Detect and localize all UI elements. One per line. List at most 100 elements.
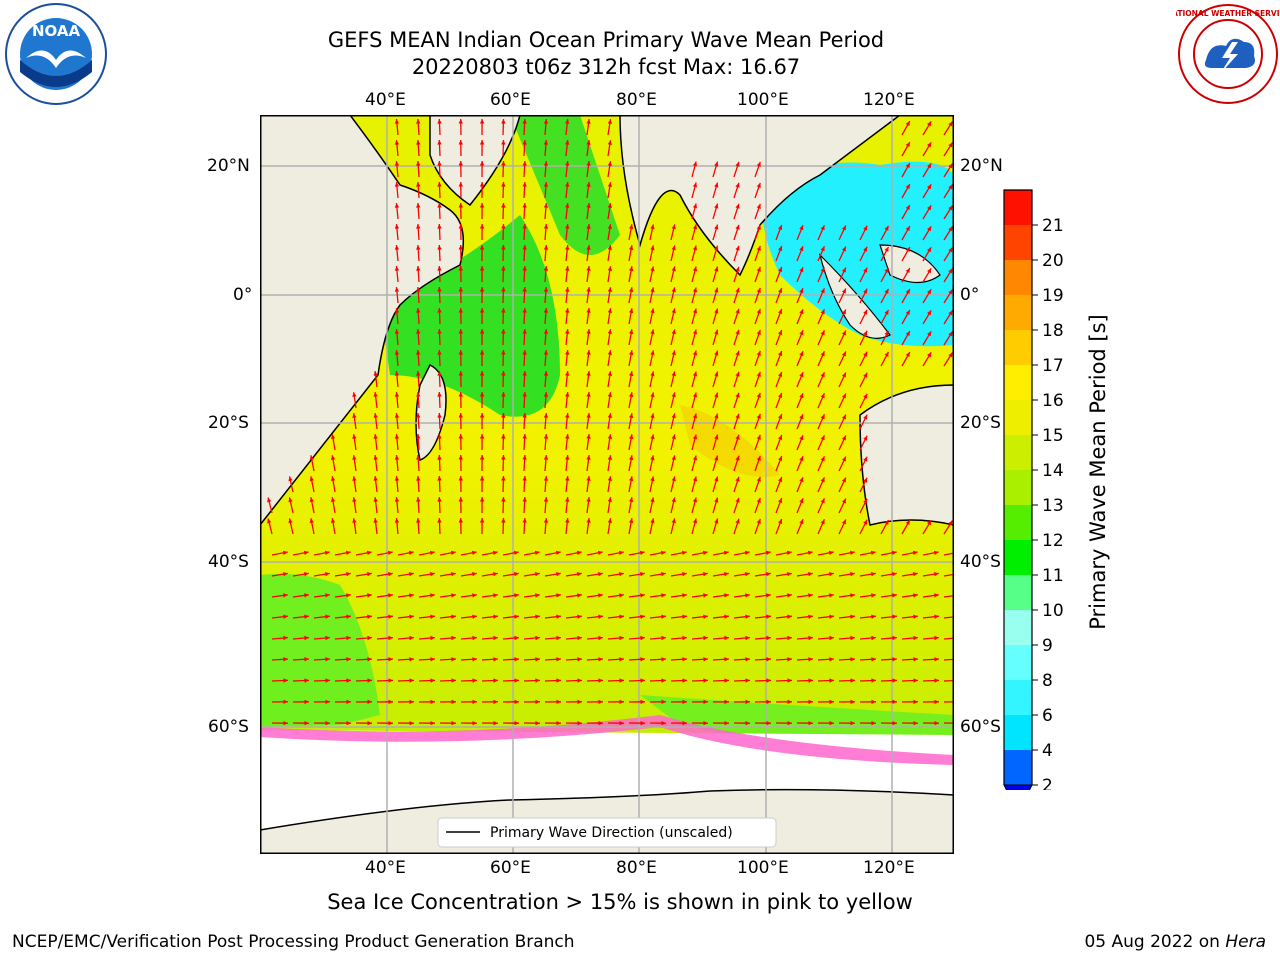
wave-arrow-head — [671, 287, 676, 293]
wave-arrow-head — [629, 350, 634, 356]
map-frame — [260, 115, 954, 854]
wave-arrow-head — [799, 393, 804, 399]
colorbar-label: Primary Wave Mean Period [s] — [1086, 314, 1110, 630]
wave-arrow-head — [639, 550, 645, 555]
wave-arrow-head — [735, 182, 740, 188]
wave-arrow-head — [629, 455, 634, 461]
wave-arrow-head — [458, 413, 463, 418]
wave-arrow-head — [577, 572, 582, 577]
wave-arrow-head — [934, 699, 939, 704]
wave-arrow-head — [458, 287, 463, 292]
wave-arrow-head — [787, 699, 792, 704]
wave-arrow-head — [682, 657, 687, 662]
wave-arrow-head — [766, 614, 771, 619]
wave-arrow-head — [756, 224, 761, 230]
wave-arrow-head — [501, 413, 506, 418]
colorbar-block — [1004, 435, 1032, 470]
wave-arrow-head — [555, 550, 561, 555]
wave-arrow-head — [927, 247, 932, 253]
green-swell-sw — [260, 573, 380, 727]
wave-arrow-head — [345, 550, 351, 555]
wave-arrow-head — [437, 119, 442, 124]
wave-arrow-head — [671, 308, 676, 314]
wave-arrow-head — [304, 572, 309, 577]
wave-arrow-head — [661, 678, 666, 683]
wave-arrow-head — [430, 635, 435, 641]
sea-ice-fringe — [260, 715, 954, 765]
wave-arrow-head — [948, 142, 953, 148]
wave-arrow-head — [598, 657, 603, 662]
wave-arrow-head — [416, 224, 421, 229]
wave-arrow-head — [309, 497, 314, 503]
wave-arrow-head — [671, 224, 676, 230]
nws-logo-text: NATIONAL WEATHER SERVICE — [1176, 9, 1280, 18]
wave-arrow-head — [756, 308, 761, 314]
wave-arrow-head — [671, 518, 676, 524]
wave-arrow-head — [692, 245, 698, 251]
wave-arrow-head — [629, 329, 634, 335]
wave-arrow-head — [501, 308, 506, 313]
wave-arrow-head — [522, 182, 527, 187]
wave-arrow-head — [799, 288, 804, 294]
wave-arrow-head — [586, 308, 591, 313]
wave-arrow-head — [501, 266, 506, 271]
wave-arrow-head — [535, 635, 540, 641]
wave-arrow-head — [850, 614, 855, 619]
wave-arrow-head — [565, 434, 570, 439]
wave-arrow-head — [863, 372, 868, 378]
wave-arrow-head — [458, 308, 463, 313]
wave-arrow-head — [394, 434, 400, 439]
wave-arrow-head — [598, 572, 603, 577]
wave-arrow-head — [501, 497, 506, 502]
green-swell-arabian — [380, 215, 560, 417]
wave-arrow-head — [692, 266, 698, 272]
wave-arrow-head — [352, 413, 357, 418]
wave-arrow-head — [714, 518, 719, 524]
wave-arrow-head — [556, 635, 561, 641]
wave-arrow-head — [682, 593, 687, 598]
wave-arrow-head — [501, 203, 506, 208]
wave-arrow-head — [841, 456, 846, 462]
wave-arrow-head — [841, 351, 846, 357]
wave-arrow-head — [714, 287, 719, 293]
wave-arrow-head — [586, 224, 591, 229]
lon-tick-bottom: 80°E — [616, 858, 657, 878]
wave-arrow-head — [607, 182, 612, 187]
wave-arrow-head — [640, 699, 645, 704]
wave-arrow-head — [735, 266, 740, 272]
wave-arrow-head — [450, 550, 456, 555]
wave-arrow-head — [692, 350, 698, 356]
wave-arrow-head — [766, 593, 771, 598]
wave-arrow-head — [640, 635, 645, 641]
wave-arrow-head — [724, 635, 729, 641]
wave-arrow-head — [871, 572, 876, 577]
wave-arrow-head — [522, 245, 527, 250]
wave-arrow-head — [586, 182, 591, 187]
wave-arrow-head — [756, 203, 761, 209]
wave-arrow-head — [629, 224, 634, 230]
wave-arrow-head — [841, 477, 846, 483]
wave-arrow-head — [514, 657, 519, 662]
wave-arrow-head — [543, 161, 549, 166]
wave-arrow-head — [346, 614, 351, 619]
wave-arrow-head — [288, 518, 293, 524]
wave-arrow-head — [479, 329, 485, 334]
wave-arrow-head — [640, 614, 645, 619]
wave-arrow-head — [905, 226, 910, 231]
wave-arrow-head — [586, 203, 591, 208]
wave-arrow-head — [325, 593, 330, 598]
wave-arrow-head — [724, 572, 729, 577]
wave-arrow-head — [304, 657, 309, 662]
wave-arrow-head — [288, 476, 293, 482]
wave-arrow-head — [799, 498, 804, 504]
wave-arrow-head — [576, 550, 582, 555]
wave-arrow-head — [352, 455, 357, 460]
wave-arrow-head — [778, 414, 783, 419]
wave-arrow-head — [522, 308, 527, 313]
colorbar-block — [1004, 610, 1032, 645]
wave-arrow-head — [479, 350, 485, 355]
wave-arrow-head — [493, 572, 498, 577]
wave-arrow-head — [352, 434, 357, 439]
wave-arrow-head — [934, 678, 939, 683]
wave-arrow-head — [598, 699, 603, 704]
